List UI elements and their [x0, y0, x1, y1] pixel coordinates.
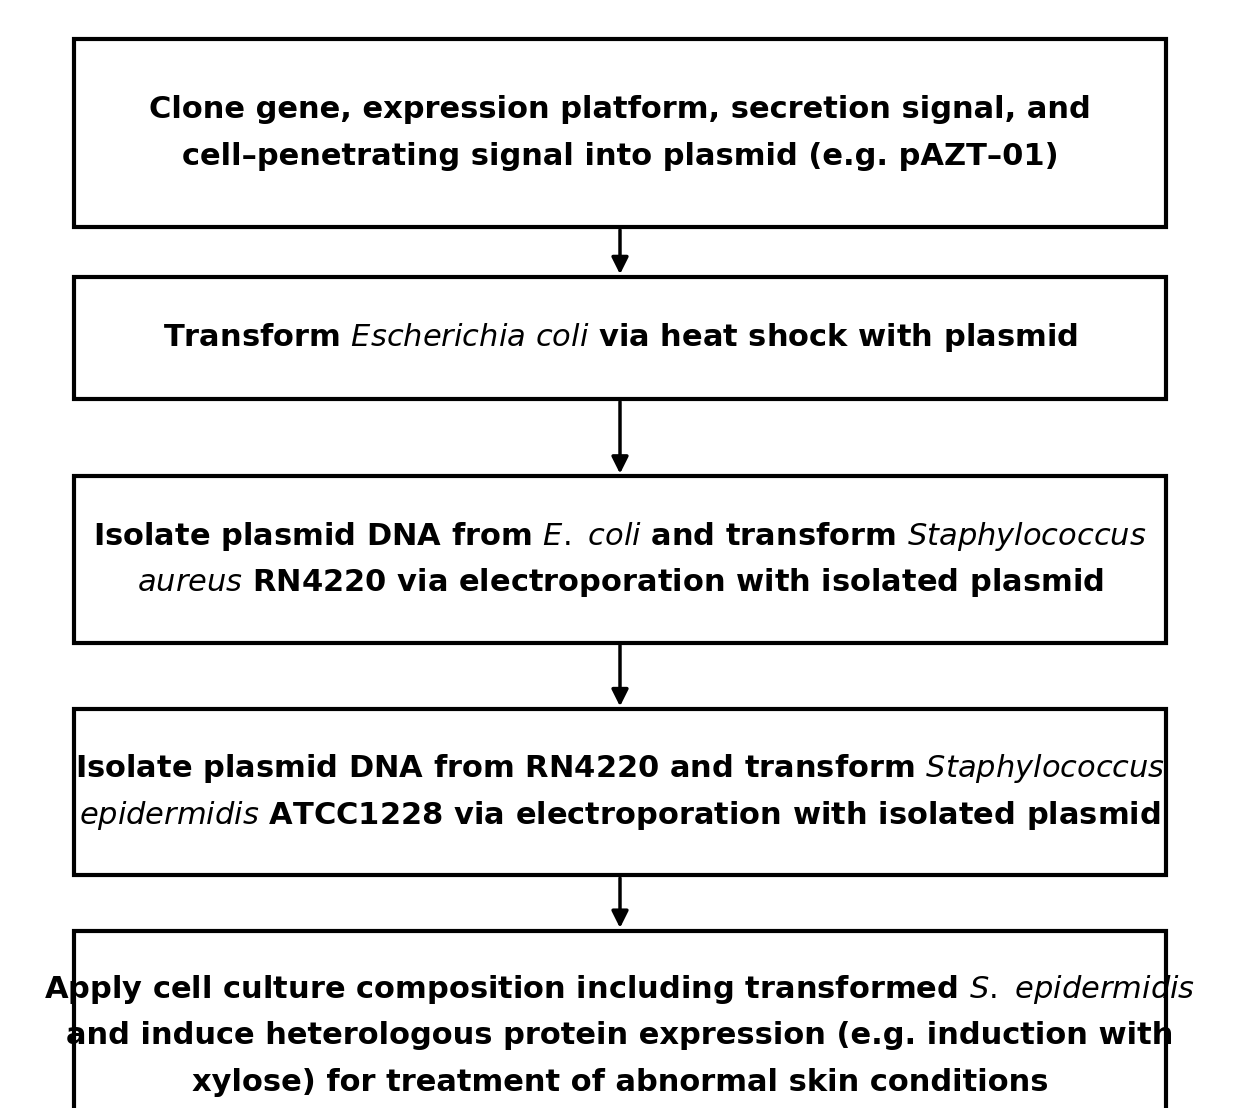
Text: Transform $\mathit{Escherichia\ coli}$ via heat shock with plasmid: Transform $\mathit{Escherichia\ coli}$ v… [162, 321, 1078, 355]
Text: Clone gene, expression platform, secretion signal, and: Clone gene, expression platform, secreti… [149, 95, 1091, 124]
Bar [74, 709, 1166, 875]
Text: cell–penetrating signal into plasmid (e.g. pAZT–01): cell–penetrating signal into plasmid (e.… [182, 142, 1058, 171]
Text: Apply cell culture composition including transformed $\mathit{S.}$ $\mathit{epid: Apply cell culture composition including… [45, 973, 1195, 1006]
Text: $\mathit{aureus}$ RN4220 via electroporation with isolated plasmid: $\mathit{aureus}$ RN4220 via electropora… [136, 566, 1104, 599]
Bar [74, 931, 1166, 1108]
Text: $\mathit{epidermidis}$ ATCC1228 via electroporation with isolated plasmid: $\mathit{epidermidis}$ ATCC1228 via elec… [79, 799, 1161, 832]
Bar [74, 39, 1166, 227]
Text: Isolate plasmid DNA from RN4220 and transform $\mathit{Staphylococcus}$: Isolate plasmid DNA from RN4220 and tran… [74, 752, 1166, 786]
Bar [74, 476, 1166, 643]
Text: Isolate plasmid DNA from $\mathit{E.\ coli}$ and transform $\mathit{Staphylococc: Isolate plasmid DNA from $\mathit{E.\ co… [93, 520, 1147, 553]
Text: xylose) for treatment of abnormal skin conditions: xylose) for treatment of abnormal skin c… [192, 1068, 1048, 1097]
Bar [74, 277, 1166, 399]
Text: and induce heterologous protein expression (e.g. induction with: and induce heterologous protein expressi… [66, 1022, 1174, 1050]
